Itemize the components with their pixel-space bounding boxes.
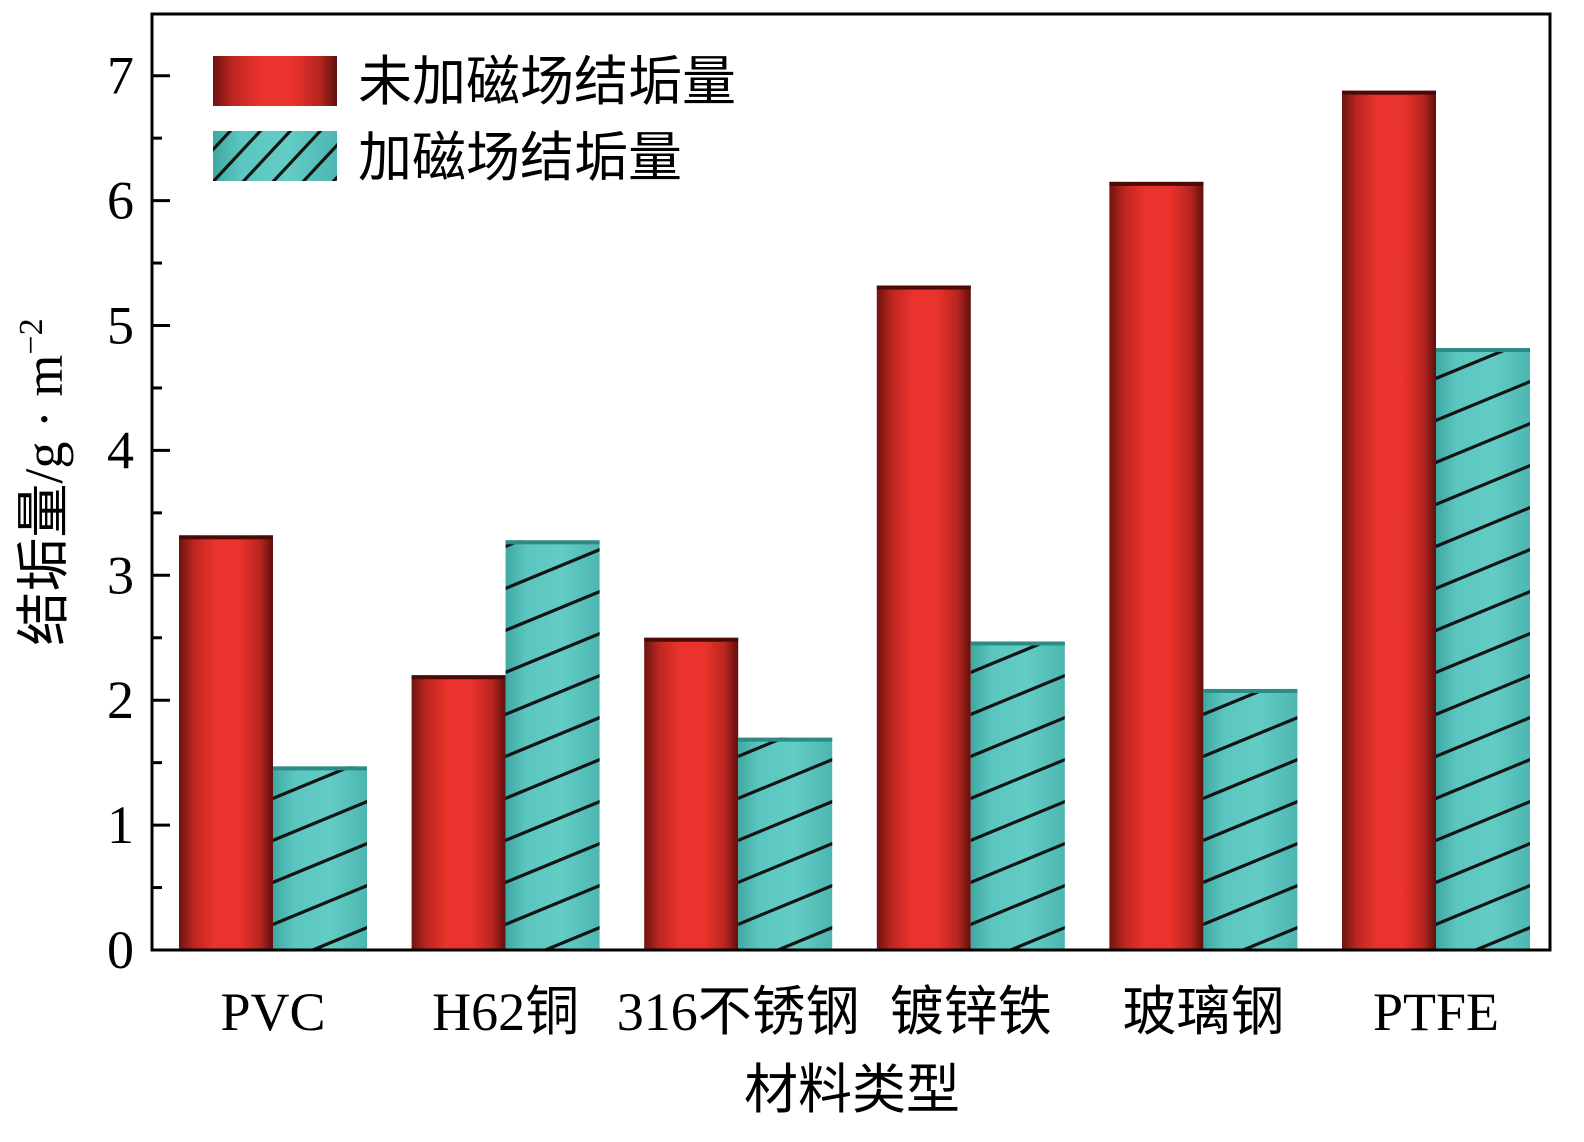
y-tick-label: 3 [107, 545, 134, 605]
bar-magnetic-0 [273, 766, 367, 950]
bar-fill [1342, 90, 1436, 951]
bar-top-edge [505, 540, 600, 545]
legend-label-magnetic: 加磁场结垢量 [358, 128, 682, 188]
bar-top-edge [644, 637, 739, 642]
bar-hatch [1436, 347, 1530, 950]
bar-untreated-3 [876, 285, 971, 951]
bar-top-edge [1203, 688, 1298, 693]
bar-top-edge [970, 641, 1065, 646]
bar-fill [179, 535, 273, 950]
y-tick-label: 4 [107, 420, 134, 480]
legend-swatch-hatch-lines [213, 131, 337, 181]
bar-top-edge [1109, 181, 1204, 186]
bar-magnetic-2 [738, 737, 833, 950]
y-axis-title-text: 结垢量/g · m [14, 355, 74, 646]
x-category-label: PVC [220, 982, 325, 1042]
legend-label-untreated: 未加磁场结垢量 [358, 52, 736, 112]
x-category-label: 玻璃钢 [1122, 982, 1284, 1042]
y-tick-label: 6 [107, 171, 134, 231]
bar-fill [876, 285, 971, 951]
bar-hatch [738, 737, 833, 950]
bar-top-edge [1436, 347, 1530, 352]
bar-top-edge [738, 737, 833, 742]
bar-fill [1109, 181, 1204, 951]
bar-untreated-5 [1342, 90, 1436, 951]
bar-fill [970, 641, 1065, 950]
bar-untreated-4 [1109, 181, 1204, 951]
bar-fill [411, 675, 506, 950]
y-tick-label: 7 [107, 46, 134, 106]
y-tick-label: 0 [107, 920, 134, 980]
bar-top-edge [411, 675, 506, 680]
x-category-label: 316不锈钢 [617, 982, 860, 1042]
bar-hatch [1203, 688, 1298, 950]
bar-top-edge [179, 535, 273, 540]
bar-untreated-1 [411, 675, 506, 950]
bar-top-edge [876, 285, 971, 290]
bar-top-edge [1342, 90, 1436, 95]
y-axis-title-superscript: −2 [13, 318, 50, 354]
bar-hatch [505, 540, 600, 950]
x-axis-title: 材料类型 [744, 1060, 960, 1120]
bar-top-edge [273, 766, 367, 771]
x-category-label: H62铜 [432, 982, 579, 1042]
x-category-label: PTFE [1373, 982, 1499, 1042]
bar-hatch [970, 641, 1065, 950]
legend-swatch-untreated [213, 56, 337, 106]
legend: 未加磁场结垢量 加磁场结垢量 [213, 52, 736, 188]
legend-swatch-magnetic-fill [213, 131, 337, 181]
bar-fill [644, 637, 739, 950]
y-tick-label: 2 [107, 670, 134, 730]
bar-hatch [273, 766, 367, 950]
legend-swatch-magnetic [213, 131, 337, 181]
y-axis-title: 结垢量/g · m−2 [13, 318, 74, 645]
x-category-label: 镀锌铁 [890, 982, 1052, 1042]
bar-magnetic-1 [505, 540, 600, 950]
bar-magnetic-3 [970, 641, 1065, 950]
bar-magnetic-5 [1436, 347, 1530, 950]
bar-magnetic-4 [1203, 688, 1298, 950]
y-tick-label: 5 [107, 296, 134, 356]
bar-fill [505, 540, 600, 950]
bar-untreated-2 [644, 637, 739, 950]
bar-fill [738, 737, 833, 950]
plot-area-frame [150, 12, 1552, 952]
bar-untreated-0 [179, 535, 273, 950]
bar-fill [1436, 347, 1530, 950]
y-tick-label: 1 [107, 795, 134, 855]
